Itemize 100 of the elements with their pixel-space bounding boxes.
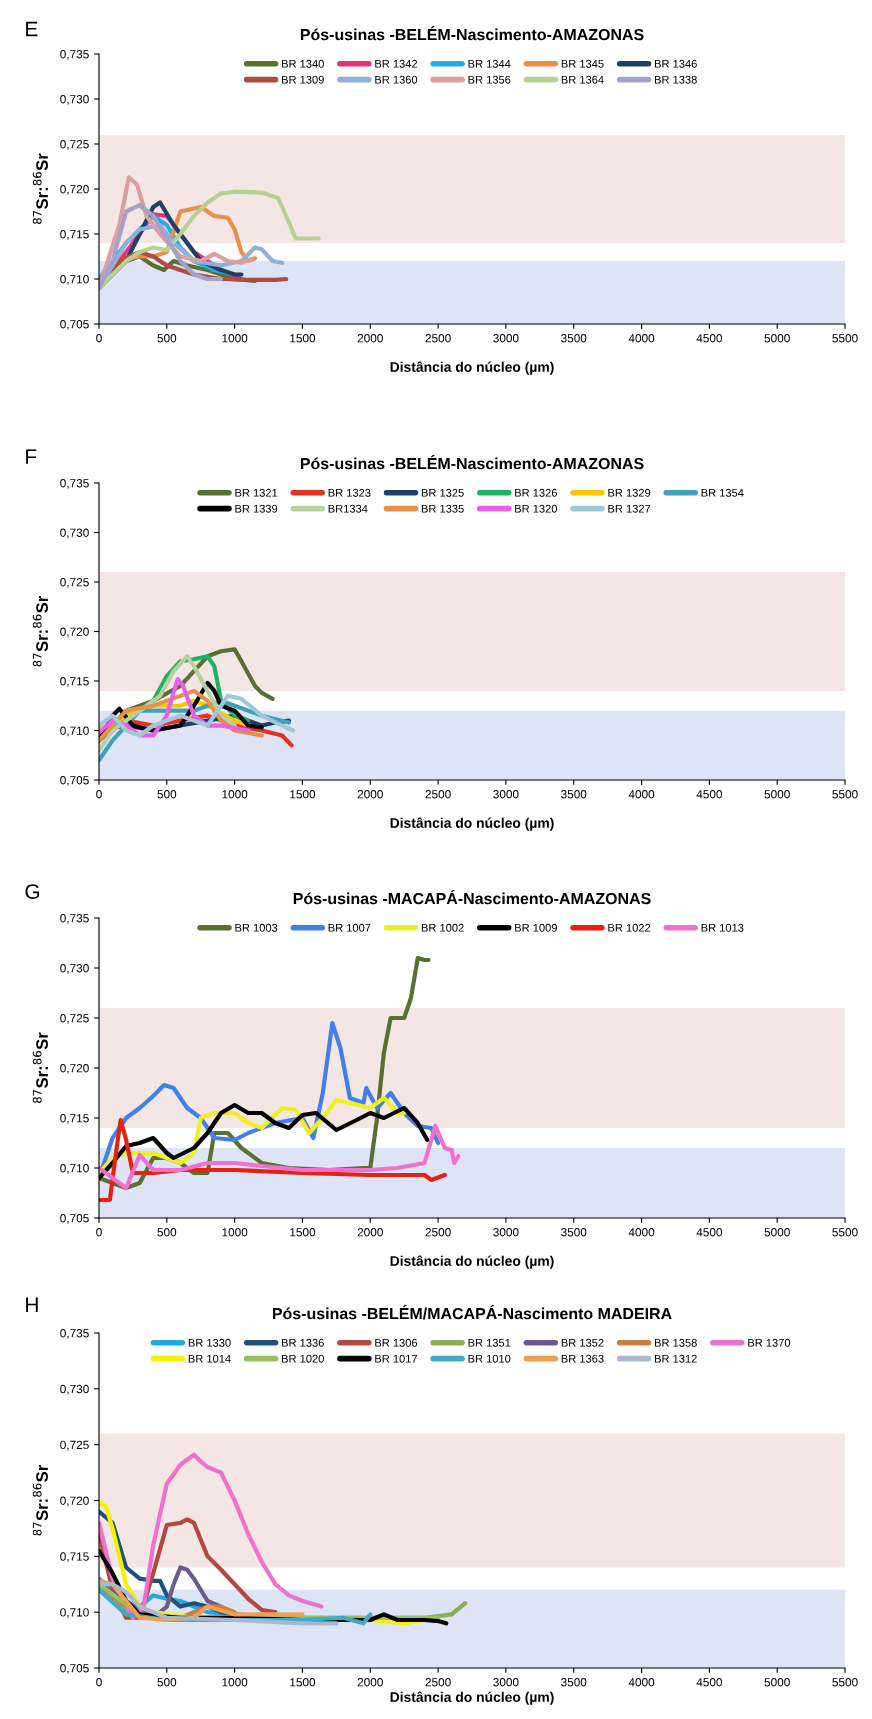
legend-label: BR 1340 <box>282 59 324 68</box>
x-tick-label: 5000 <box>764 790 790 799</box>
x-tick-label: 3000 <box>493 1678 519 1687</box>
x-tick-label: 0 <box>96 790 102 799</box>
y-tick-label: 0,715 <box>60 1114 89 1124</box>
x-tick-label: 2000 <box>357 790 383 799</box>
x-tick-label: 4500 <box>696 1678 723 1687</box>
x-tick-label: 4000 <box>628 334 655 343</box>
legend-label: BR 1363 <box>561 1354 604 1363</box>
chart-title: Pós-usinas -BELÉM-Nascimento-AMAZONAS <box>300 25 644 41</box>
legend-label: BR 1339 <box>235 504 278 513</box>
y-tick-label: 0,710 <box>60 1608 89 1618</box>
x-tick-label: 4000 <box>628 1678 655 1687</box>
legend-label: BR 1321 <box>235 488 278 497</box>
y-tick-label: 0,725 <box>60 140 89 150</box>
legend-label: BR 1351 <box>468 1338 511 1347</box>
legend-label: BR 1323 <box>328 488 371 497</box>
x-tick-label: 4000 <box>628 790 655 799</box>
x-tick-label: 1000 <box>222 1228 248 1237</box>
x-tick-label: 3000 <box>493 334 519 343</box>
x-tick-label: 2000 <box>357 1228 383 1237</box>
y-tick-label: 0,725 <box>60 578 89 588</box>
chart-title: Pós-usinas -MACAPÁ-Nascimento-AMAZONAS <box>293 889 651 905</box>
x-tick-label: 5500 <box>832 334 858 343</box>
x-tick-label: 1000 <box>222 1678 248 1687</box>
legend-label: BR 1010 <box>468 1354 511 1363</box>
legend-label: BR 1017 <box>375 1354 418 1363</box>
legend-label: BR 1370 <box>748 1338 791 1347</box>
x-tick-label: 3500 <box>561 790 587 799</box>
y-tick-label: 0,730 <box>60 528 89 539</box>
x-tick-label: 500 <box>157 334 177 343</box>
x-tick-label: 3500 <box>561 1678 587 1687</box>
y-tick-label: 0,735 <box>60 914 89 924</box>
x-tick-label: 1500 <box>290 1678 316 1687</box>
y-tick-label: 0,720 <box>60 1064 89 1074</box>
y-axis-title: $^{87}$Sr:$^{86}$Sr <box>32 1032 48 1103</box>
x-tick-label: 3000 <box>493 790 519 799</box>
x-tick-label: 2000 <box>357 1678 383 1687</box>
legend-label: BR 1358 <box>654 1338 697 1347</box>
y-tick-label: 0,705 <box>60 1664 89 1674</box>
chart-title: Pós-usinas -BELÉM/MACAPÁ-Nascimento MADEIRA <box>272 1304 672 1320</box>
legend-label: BR 1342 <box>375 59 418 68</box>
x-tick-label: 5500 <box>832 1228 858 1237</box>
legend-label: BR1334 <box>328 504 368 513</box>
x-axis-title: Distância do núcleo (µm) <box>390 1255 554 1269</box>
x-tick-label: 3500 <box>561 334 587 343</box>
legend-label: BR 1346 <box>654 59 697 68</box>
x-tick-label: 1500 <box>290 790 316 799</box>
x-tick-label: 5000 <box>764 334 790 343</box>
y-tick-label: 0,705 <box>60 776 89 786</box>
legend-label: BR 1329 <box>608 488 651 497</box>
y-tick-label: 0,730 <box>60 1384 89 1395</box>
x-tick-label: 5000 <box>764 1678 790 1687</box>
x-tick-label: 2500 <box>425 1678 451 1687</box>
x-tick-label: 500 <box>157 790 177 799</box>
x-tick-label: 2500 <box>425 334 451 343</box>
x-tick-label: 5000 <box>764 1228 790 1237</box>
legend-label: BR 1325 <box>421 488 464 497</box>
x-tick-label: 4500 <box>696 1228 723 1237</box>
y-tick-label: 0,725 <box>60 1440 89 1451</box>
legend-label: BR 1335 <box>421 504 464 513</box>
legend-label: BR 1356 <box>468 75 511 84</box>
legend-label: BR 1022 <box>608 923 651 932</box>
y-tick-label: 0,705 <box>60 1214 89 1224</box>
x-axis-title: Distância do núcleo (µm) <box>390 1691 554 1705</box>
chart-title: Pós-usinas -BELÉM-Nascimento-AMAZONAS <box>300 454 644 470</box>
y-tick-label: 0,735 <box>60 1329 89 1339</box>
y-tick-label: 0,720 <box>60 1496 89 1507</box>
y-axis-title: $^{87}$Sr:$^{86}$Sr <box>32 595 48 667</box>
x-tick-label: 3000 <box>493 1228 519 1237</box>
legend-label: BR 1014 <box>188 1354 231 1363</box>
legend-label: BR 1312 <box>654 1354 697 1363</box>
x-tick-label: 5500 <box>832 790 858 799</box>
legend-label: BR 1020 <box>282 1354 324 1363</box>
x-tick-label: 0 <box>96 334 102 343</box>
x-tick-label: 5500 <box>832 1678 858 1687</box>
text: H <box>26 1297 38 1312</box>
legend-label: BR 1320 <box>515 504 558 513</box>
legend-label: BR 1345 <box>561 59 604 68</box>
text: G <box>25 884 40 899</box>
x-axis-title: Distância do núcleo (µm) <box>390 361 554 375</box>
legend-label: BR 1354 <box>701 488 744 497</box>
legend-label: BR 1309 <box>282 75 324 84</box>
x-tick-label: 4500 <box>696 790 723 799</box>
y-tick-label: 0,710 <box>60 726 89 737</box>
y-tick-label: 0,715 <box>60 1552 89 1563</box>
legend-label: BR 1003 <box>235 923 278 932</box>
y-tick-label: 0,730 <box>60 964 89 974</box>
x-tick-label: 500 <box>157 1678 177 1687</box>
x-tick-label: 2500 <box>425 790 451 799</box>
legend-label: BR 1352 <box>561 1338 604 1347</box>
y-tick-label: 0,720 <box>60 185 89 195</box>
x-tick-label: 4000 <box>628 1228 655 1237</box>
x-tick-label: 4500 <box>696 334 723 343</box>
y-tick-label: 0,705 <box>60 320 89 330</box>
y-axis-title: $^{87}$Sr:$^{86}$Sr <box>32 153 48 224</box>
y-axis-title: $^{87}$Sr:$^{86}$Sr <box>32 1464 48 1536</box>
legend-label: BR 1338 <box>654 75 697 84</box>
x-tick-label: 1000 <box>222 334 248 343</box>
text: F <box>26 449 37 464</box>
